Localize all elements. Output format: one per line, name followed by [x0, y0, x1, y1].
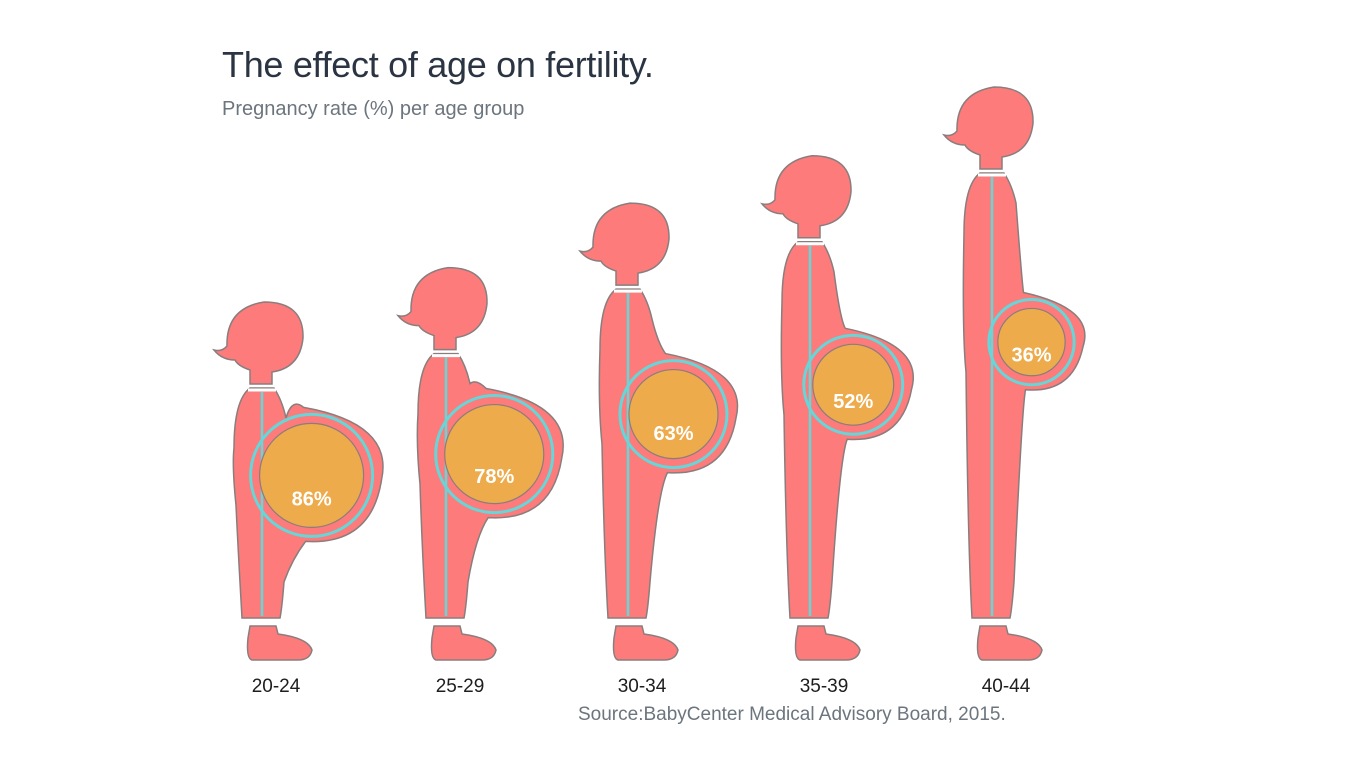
value-label: 36%: [1011, 345, 1051, 367]
head-icon: [396, 266, 488, 351]
foot-icon: [612, 625, 679, 661]
category-label: 35-39: [800, 676, 849, 697]
belly-mark: [259, 422, 365, 528]
head-icon: [578, 202, 670, 286]
figure-20-24: 86% 20-24: [212, 301, 384, 697]
chart-subtitle: Pregnancy rate (%) per age group: [222, 98, 525, 120]
category-label: 25-29: [436, 676, 485, 697]
category-label: 40-44: [982, 676, 1031, 697]
foot-icon: [794, 625, 861, 661]
figure-30-34: 63% 30-34: [578, 202, 739, 697]
figure-35-39: 52% 35-39: [760, 155, 914, 697]
belly-ring: [249, 412, 375, 538]
value-label: 86%: [292, 489, 332, 511]
belly-mark: [997, 307, 1066, 377]
torso-icon: [780, 241, 914, 619]
value-label: 52%: [833, 391, 873, 413]
value-label: 78%: [474, 466, 514, 488]
belly-ring: [618, 359, 729, 470]
foot-icon: [976, 625, 1043, 661]
category-label: 30-34: [618, 676, 667, 697]
belly-mark: [444, 403, 545, 505]
chart-title: The effect of age on fertility.: [222, 44, 654, 85]
foot-icon: [430, 625, 497, 661]
head-icon: [212, 301, 304, 385]
figure-40-44: 36% 40-44: [942, 86, 1086, 697]
figure-25-29: 78% 25-29: [396, 266, 564, 697]
belly-ring: [434, 394, 555, 515]
head-icon: [760, 155, 852, 239]
category-label: 20-24: [252, 676, 301, 697]
foot-icon: [246, 625, 313, 661]
belly-mark: [812, 343, 895, 426]
torso-icon: [962, 172, 1086, 619]
chart-source: Source:BabyCenter Medical Advisory Board…: [578, 704, 1006, 725]
belly-ring: [987, 297, 1076, 387]
value-label: 63%: [653, 423, 693, 445]
belly-mark: [628, 368, 719, 460]
head-icon: [942, 86, 1034, 170]
belly-ring: [802, 333, 905, 436]
